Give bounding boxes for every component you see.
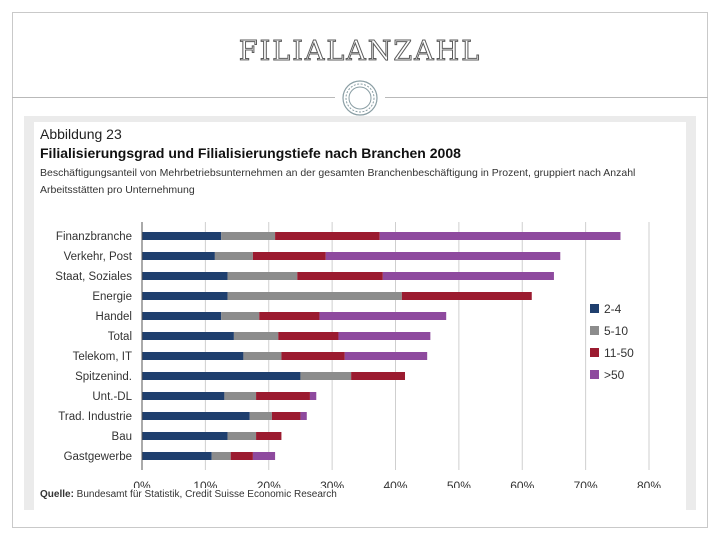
bar-segment-2 (300, 372, 352, 380)
bar-segment-3 (278, 332, 339, 340)
bar-segment-1 (142, 452, 212, 460)
bar-segment-2 (221, 312, 260, 320)
bar-segment-3 (259, 312, 320, 320)
bar-segment-1 (142, 272, 228, 280)
category-label: Spitzenind. (75, 371, 132, 383)
bar-segment-2 (224, 392, 257, 400)
category-label: Energie (92, 291, 132, 303)
figure-title: Filialisierungsgrad und Filialisierungst… (40, 145, 461, 161)
source-text: Bundesamt für Statistik, Credit Suisse E… (73, 489, 337, 500)
legend-label: >50 (604, 368, 625, 382)
x-tick-label: 60% (510, 479, 534, 488)
bar-segment-1 (142, 292, 228, 300)
bar-segment-1 (142, 252, 215, 260)
bar-segment-3 (281, 352, 345, 360)
bar-segment-4 (382, 272, 554, 280)
bar-segment-2 (249, 412, 272, 420)
bar-segment-2 (233, 332, 279, 340)
figure-number: Abbildung 23 (40, 126, 122, 142)
ornament-ring-icon (342, 80, 378, 116)
bar-segment-3 (271, 412, 301, 420)
slide-frame (12, 12, 708, 528)
bar-segment-4 (379, 232, 621, 240)
x-tick-label: 50% (447, 479, 471, 488)
bar-segment-1 (142, 412, 250, 420)
x-tick-label: 20% (257, 479, 281, 488)
bar-segment-3 (401, 292, 532, 300)
bar-segment-3 (256, 392, 310, 400)
category-label: Total (108, 331, 132, 343)
x-tick-label: 80% (637, 479, 661, 488)
figure-source: Quelle: Bundesamt für Statistik, Credit … (40, 489, 337, 500)
bar-segment-1 (142, 232, 222, 240)
bar-segment-3 (297, 272, 383, 280)
bar-segment-2 (243, 352, 282, 360)
chart-panel: Abbildung 23 Filialisierungsgrad und Fil… (34, 122, 686, 510)
bar-segment-4 (344, 352, 428, 360)
bar-segment-1 (142, 312, 222, 320)
source-label: Quelle: (40, 489, 74, 500)
x-tick-label: 0% (133, 479, 151, 488)
category-label: Bau (112, 431, 132, 443)
bar-segment-2 (227, 272, 298, 280)
bar-segment-3 (275, 232, 380, 240)
category-label: Finanzbranche (56, 231, 132, 243)
legend-label: 5-10 (604, 324, 628, 338)
bar-segment-1 (142, 352, 244, 360)
title-divider-right (385, 97, 708, 98)
category-label: Handel (96, 311, 132, 323)
category-label: Unt.-DL (92, 391, 132, 403)
bar-segment-3 (256, 432, 282, 440)
bar-segment-3 (230, 452, 253, 460)
x-tick-label: 40% (383, 479, 407, 488)
title-divider-left (12, 97, 335, 98)
x-tick-label: 30% (320, 479, 344, 488)
bar-segment-2 (227, 432, 257, 440)
legend-label: 2-4 (604, 302, 622, 316)
category-label: Staat, Soziales (55, 271, 132, 283)
slide-title: Filialanzahl (238, 36, 482, 68)
category-label: Telekom, IT (73, 351, 132, 363)
chart-image-frame: Abbildung 23 Filialisierungsgrad und Fil… (24, 116, 696, 510)
bar-segment-4 (300, 412, 307, 420)
bar-segment-4 (252, 452, 276, 460)
bar-segment-3 (252, 252, 326, 260)
stacked-bar-chart: 0% 10% 20% 30% 40% 50% 60% 70% 80% Finanzbranche V… (55, 222, 661, 488)
bar-segment-4 (319, 312, 447, 320)
category-label: Verkehr, Post (64, 251, 133, 263)
bar-segment-2 (227, 292, 402, 300)
legend-swatch (590, 326, 599, 335)
x-tick-label: 70% (574, 479, 598, 488)
legend-swatch (590, 370, 599, 379)
bar-segment-4 (338, 332, 431, 340)
bar-segment-1 (142, 432, 228, 440)
bar-segment-1 (142, 372, 301, 380)
figure-subtitle: Beschäftigungsanteil von Mehrbetriebsunt… (40, 167, 636, 196)
category-label: Trad. Industrie (58, 411, 132, 423)
bar-segment-3 (351, 372, 406, 380)
bar-segment-1 (142, 392, 225, 400)
x-tick-label: 10% (193, 479, 217, 488)
bar-segment-2 (221, 232, 276, 240)
legend-swatch (590, 348, 599, 357)
bar-segment-4 (325, 252, 561, 260)
bar-segment-4 (309, 392, 317, 400)
legend-label: 11-50 (604, 346, 634, 360)
bar-segment-1 (142, 332, 234, 340)
bar-segment-2 (211, 452, 231, 460)
category-label: Gastgewerbe (64, 451, 132, 463)
bar-segment-2 (214, 252, 253, 260)
legend-swatch (590, 304, 599, 313)
